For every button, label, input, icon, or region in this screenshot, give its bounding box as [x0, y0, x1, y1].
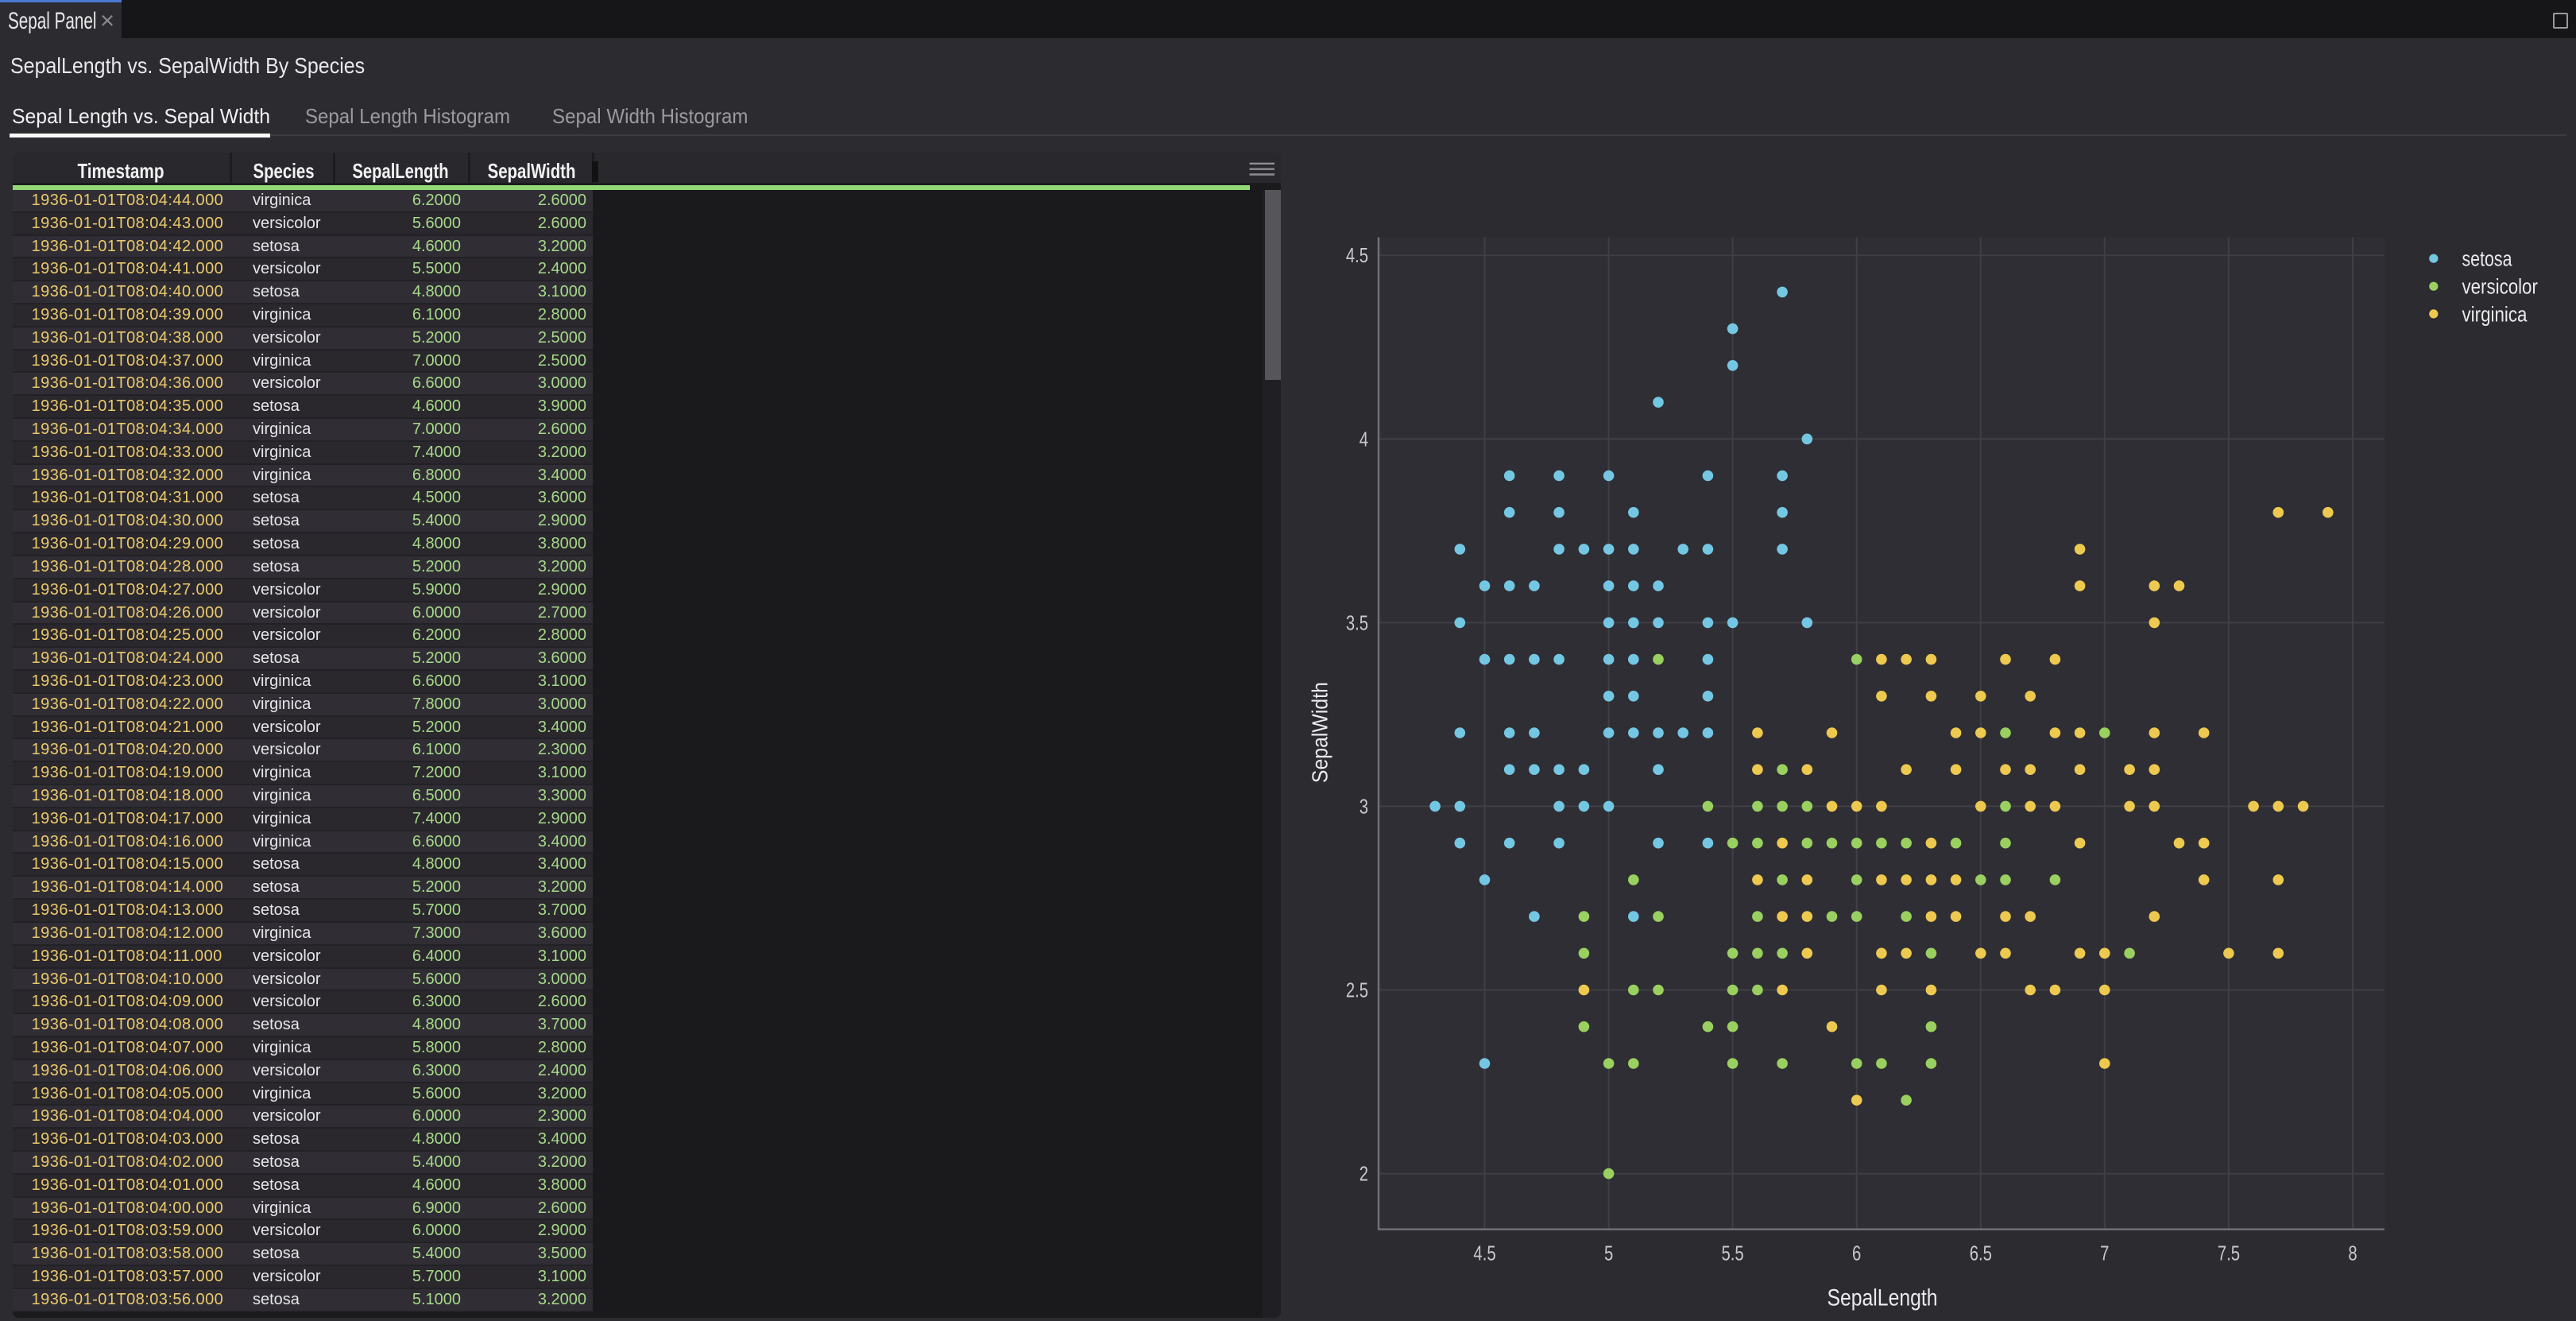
svg-text:7.5: 7.5: [2218, 1242, 2240, 1265]
svg-text:virginica: virginica: [2462, 304, 2528, 327]
svg-text:3.5: 3.5: [1346, 611, 1368, 634]
svg-text:4.5: 4.5: [1346, 244, 1368, 267]
svg-text:6: 6: [1852, 1242, 1861, 1265]
svg-text:6.5: 6.5: [1970, 1242, 1992, 1265]
svg-text:7: 7: [2100, 1242, 2109, 1265]
svg-text:8: 8: [2348, 1242, 2357, 1265]
svg-text:2.5: 2.5: [1346, 978, 1368, 1001]
svg-text:5.5: 5.5: [1722, 1242, 1744, 1265]
svg-text:2: 2: [1360, 1162, 1368, 1185]
svg-text:setosa: setosa: [2462, 247, 2512, 271]
svg-text:SepalWidth: SepalWidth: [1307, 682, 1332, 783]
svg-text:versicolor: versicolor: [2462, 276, 2538, 299]
svg-text:3: 3: [1360, 795, 1368, 818]
svg-text:4: 4: [1360, 428, 1368, 451]
svg-text:4.5: 4.5: [1473, 1242, 1495, 1265]
svg-text:SepalLength: SepalLength: [1827, 1284, 1937, 1311]
svg-text:5: 5: [1604, 1242, 1613, 1265]
